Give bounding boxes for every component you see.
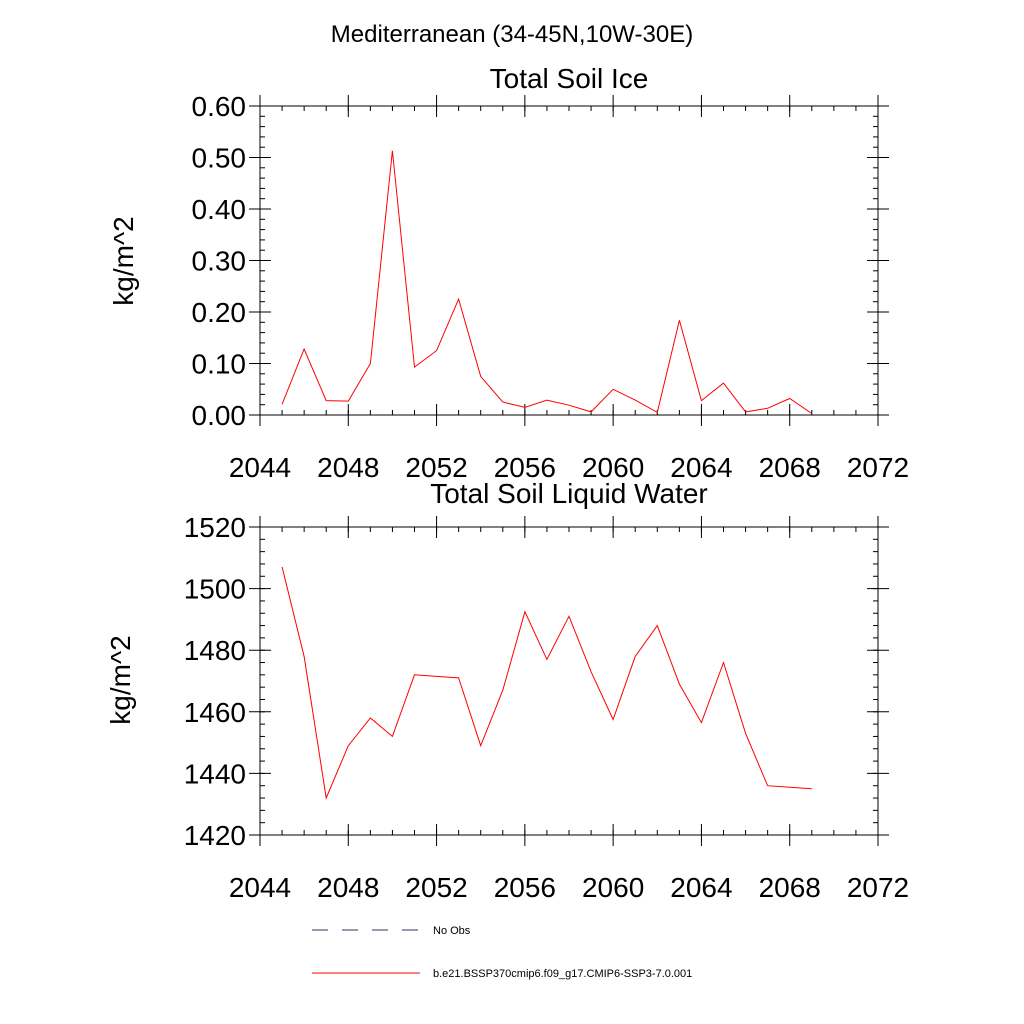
x-tick-label: 2072 (847, 872, 909, 903)
plot-frame (259, 526, 879, 836)
x-tick-label: 2052 (405, 872, 467, 903)
y-tick-label: 1480 (184, 635, 246, 666)
y-tick-label: 0.30 (192, 246, 247, 277)
series-layer (281, 566, 812, 800)
x-tick-label: 2052 (405, 452, 467, 483)
y-tick-label: 0.00 (192, 400, 247, 431)
x-tick-label: 2048 (317, 452, 379, 483)
y-tick-label: 0.50 (192, 143, 247, 174)
x-tick-label: 2068 (759, 872, 821, 903)
legend: No Obs b.e21.BSSP370cmip6.f09_g17.CMIP6-… (312, 925, 692, 980)
y-tick-label: 0.60 (192, 91, 247, 122)
x-tick-label: 2068 (759, 452, 821, 483)
y-axis-label: kg/m^2 (105, 635, 136, 724)
panel-title: Total Soil Ice (490, 63, 649, 94)
x-tick-label: 2044 (229, 872, 291, 903)
legend-label: No Obs (433, 925, 471, 937)
legend-entry: No Obs (312, 925, 471, 937)
y-tick-label: 0.40 (192, 194, 247, 225)
x-tick-label: 2064 (670, 452, 732, 483)
y-tick-label: 1520 (184, 512, 246, 543)
figure-suptitle: Mediterranean (34-45N,10W-30E) (331, 21, 693, 48)
series-line (281, 566, 812, 800)
x-tick-label: 2044 (229, 452, 291, 483)
x-tick-label: 2060 (582, 452, 644, 483)
legend-entry: b.e21.BSSP370cmip6.f09_g17.CMIP6-SSP3-7.… (312, 968, 692, 980)
series-layer (281, 150, 813, 414)
panel-total-soil-ice: Total Soil Ice kg/m^2 2044 2048 2052 2056 20… (108, 63, 909, 483)
legend-label: b.e21.BSSP370cmip6.f09_g17.CMIP6-SSP3-7.… (433, 968, 692, 980)
x-tick-label: 2060 (582, 872, 644, 903)
x-tick-label: 2048 (317, 872, 379, 903)
y-axis-label: kg/m^2 (108, 216, 139, 305)
x-tick-label: 2056 (494, 452, 556, 483)
y-tick-label: 0.20 (192, 297, 247, 328)
series-line (281, 150, 813, 414)
panel-title: Total Soil Liquid Water (430, 478, 708, 509)
y-tick-label: 1500 (184, 574, 246, 605)
x-tick-label: 2064 (670, 872, 732, 903)
plot-frame (259, 105, 879, 416)
x-tick-label: 2056 (494, 872, 556, 903)
panel-total-soil-liquid-water: Total Soil Liquid Water kg/m^2 2044 2048 2… (105, 478, 909, 903)
x-tick-label: 2072 (847, 452, 909, 483)
y-tick-label: 1460 (184, 697, 246, 728)
y-tick-label: 1440 (184, 758, 246, 789)
axes: 2044 2048 2052 2056 2060 2064 2068 2072 0.00 0.10… (192, 91, 910, 483)
y-tick-label: 0.10 (192, 349, 247, 380)
y-tick-label: 1420 (184, 820, 246, 851)
axes: 2044 2048 2052 2056 2060 2064 2068 2072 1420 1440… (184, 512, 909, 903)
